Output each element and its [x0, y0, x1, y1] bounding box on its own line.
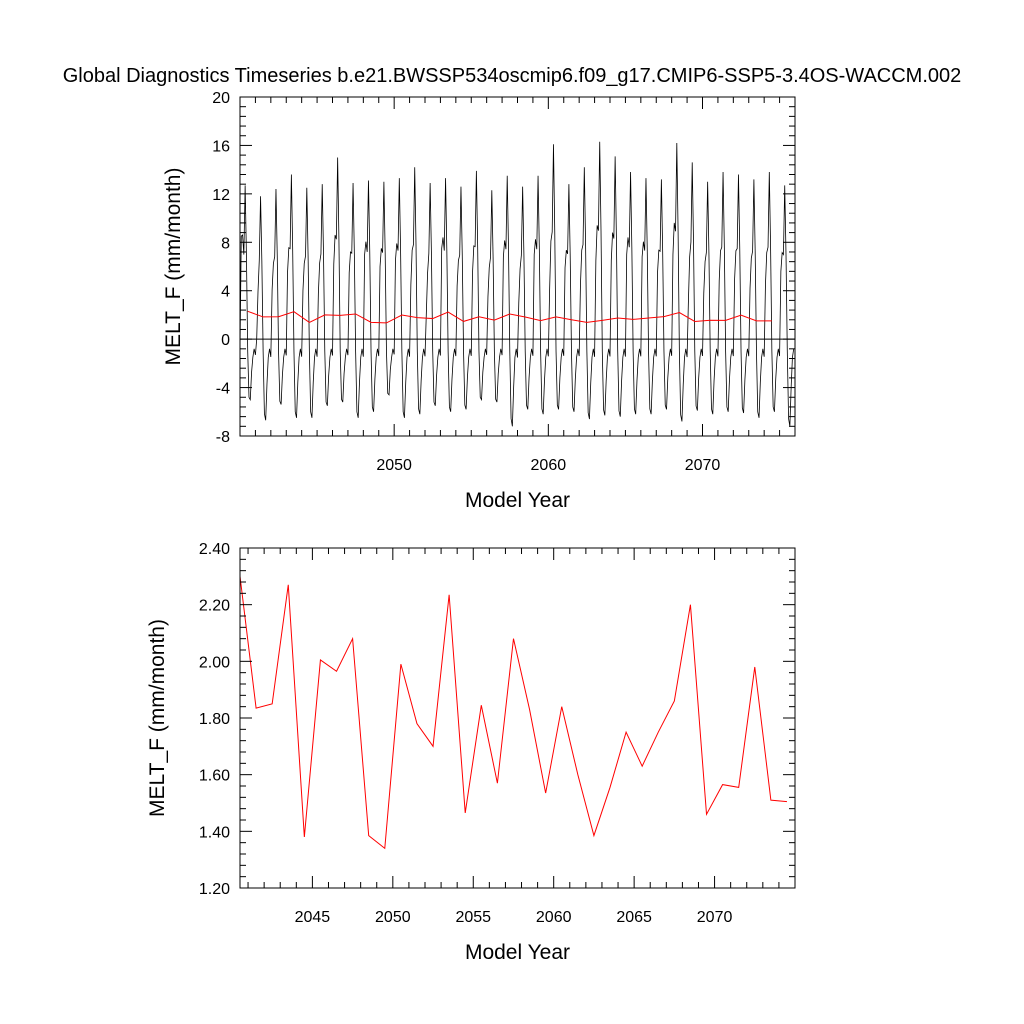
x-axis-label: Model Year — [465, 941, 570, 964]
y-tick-label: 1.80 — [199, 711, 230, 728]
annual-mean-series-line-0 — [247, 310, 772, 324]
y-tick-label: 4 — [221, 284, 230, 301]
y-axis-label: MELT_F (mm/month) — [162, 168, 185, 366]
y-tick-label: -4 — [216, 381, 230, 398]
y-axis-label: MELT_F (mm/month) — [146, 619, 169, 817]
monthly-timeseries-panel: 2050 2060 2070 -8 -4 0 4 8 12 16 20 Model Year MELT_… — [162, 90, 796, 512]
x-tick-label: 2070 — [697, 909, 733, 926]
y-tick-label: -8 — [216, 429, 230, 446]
y-tick-label: 1.60 — [199, 768, 230, 785]
annual-mean-series-line-1 — [240, 576, 788, 850]
y-tick-label: 0 — [221, 332, 230, 349]
y-tick-label: 8 — [221, 235, 230, 252]
y-tick-label: 2.40 — [199, 541, 230, 558]
x-tick-label: 2060 — [536, 909, 572, 926]
x-tick-label: 2050 — [376, 457, 412, 474]
annual-mean-panel: 2045 2050 2055 2060 2065 2070 1.20 1.40 1.60 1.80… — [146, 541, 796, 964]
monthly-series-line-0 — [240, 141, 795, 427]
x-tick-label: 2065 — [616, 909, 652, 926]
x-tick-label: 2050 — [375, 909, 411, 926]
x-tick-label: 2045 — [295, 909, 331, 926]
y-tick-label: 2.20 — [199, 598, 230, 615]
x-axis-label: Model Year — [465, 489, 570, 512]
y-tick-label: 1.20 — [199, 881, 230, 898]
y-tick-label: 16 — [212, 138, 230, 155]
plot-frame — [239, 96, 796, 437]
figure-title: Global Diagnostics Timeseries b.e21.BWSS… — [63, 65, 962, 87]
y-tick-label: 20 — [212, 90, 230, 107]
x-tick-label: 2060 — [531, 457, 567, 474]
y-tick-label: 1.40 — [199, 824, 230, 841]
x-tick-label: 2055 — [455, 909, 491, 926]
plot-frame — [239, 547, 796, 889]
y-tick-label: 2.00 — [199, 654, 230, 671]
y-tick-label: 12 — [212, 187, 230, 204]
x-tick-label: 2070 — [685, 457, 721, 474]
